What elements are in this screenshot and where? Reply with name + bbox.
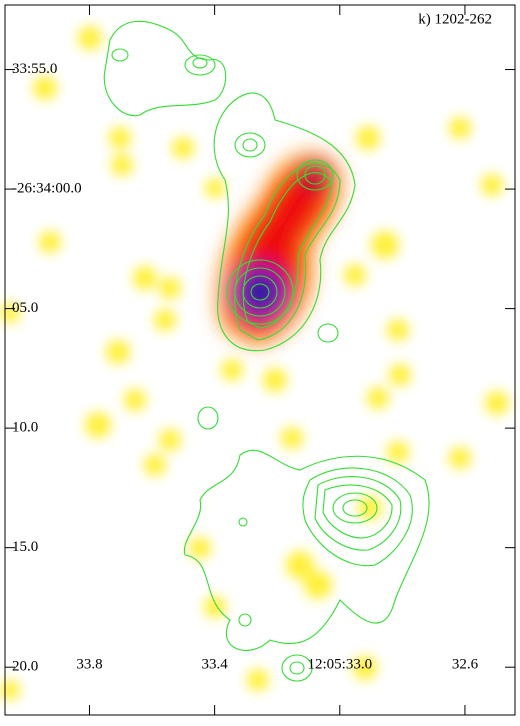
chart-title: k) 1202-262 [418,11,492,27]
y-tick-label: 15.0 [12,539,38,555]
y-tick-label: 20.0 [12,659,38,675]
frame [4,4,516,716]
image [0,20,509,700]
x-tick-label: 33.8 [76,656,102,672]
y-tick-label: -26:34:00.0 [12,181,82,197]
y-tick-label: 10.0 [12,420,38,436]
y-tick-label: 05.0 [12,300,38,316]
x-tick-label: 33.4 [202,656,229,672]
x-tick-label: 12:05:33.0 [307,656,372,672]
x-tick-label: 32.6 [452,656,479,672]
y-tick-label: 33:55.0 [12,61,57,77]
